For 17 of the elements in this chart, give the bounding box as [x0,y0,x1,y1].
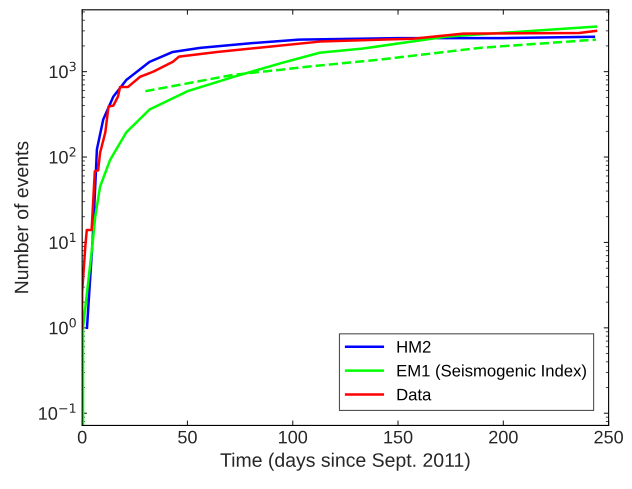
y-tick-label: 10$^{−1}$ [39,404,76,420]
x-tick-label: 0 [78,430,86,444]
line-series [82,25,598,426]
y-tick-label: 10$^{1}$ [50,232,76,250]
legend-label: HM2 [398,340,430,353]
legend-label: Data [398,388,432,400]
x-tick-label: 100 [279,430,308,444]
x-tick-label: 50 [178,430,197,444]
legend-label: EM1 (Seismogenic Index) [398,364,586,380]
y-tick-label: 10$^{2}$ [50,147,76,164]
x-tick-label: 250 [594,430,623,444]
y-tick-label: 10$^{0}$ [50,318,76,334]
x-tick-label: 200 [489,430,518,444]
y-axis-title: Number of events [14,142,28,293]
x-tick-label: 150 [384,430,412,444]
x-axis-title: Time (days since Sept. 2011) [220,452,470,471]
y-tick-label: 10$^{3}$ [50,62,76,78]
